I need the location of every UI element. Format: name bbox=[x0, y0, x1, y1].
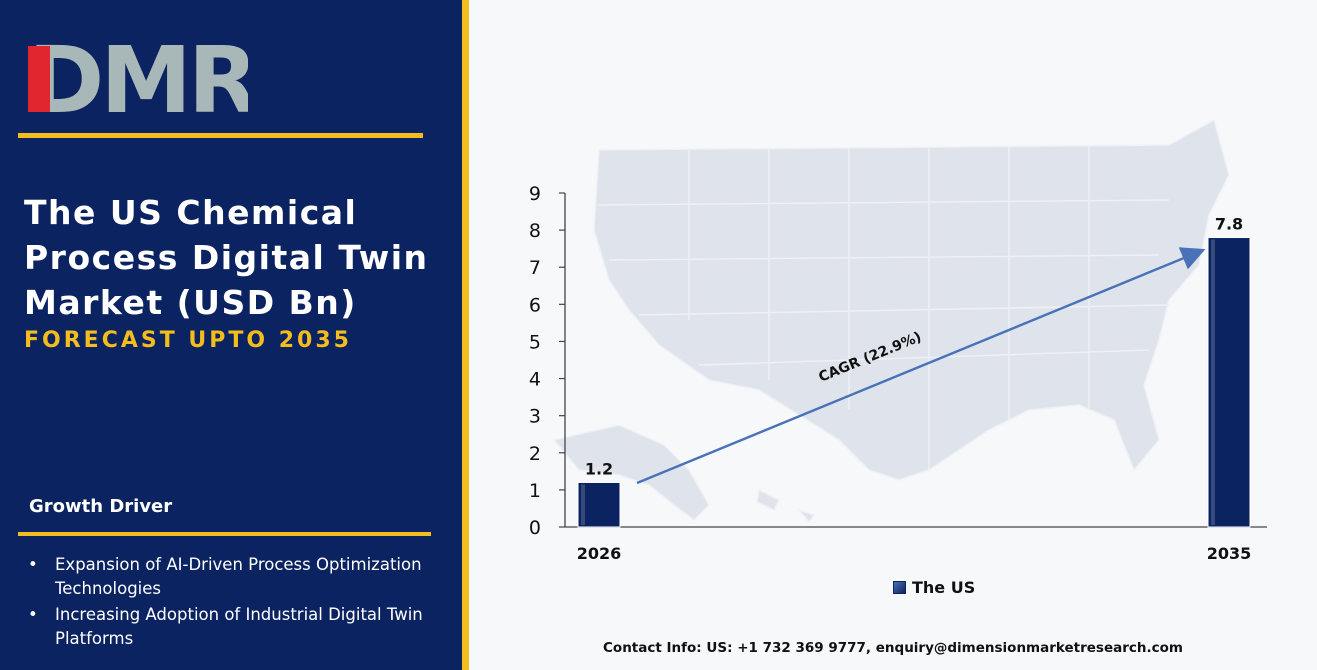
us-map-background bbox=[552, 118, 1230, 524]
legend: The US bbox=[893, 578, 975, 597]
logo-d-accent bbox=[28, 46, 50, 112]
y-axis: 0 1 2 3 4 5 6 7 8 9 bbox=[529, 183, 566, 539]
title-line: Market (USD Bn) bbox=[24, 283, 357, 322]
y-tick-label: 8 bbox=[529, 220, 541, 242]
logo-text: DMR bbox=[28, 34, 248, 124]
y-tick-label: 4 bbox=[529, 369, 541, 391]
data-label: 1.2 bbox=[585, 459, 613, 478]
x-tick-label: 2026 bbox=[577, 544, 622, 563]
y-tick-label: 5 bbox=[529, 331, 541, 353]
page-title: The US Chemical Process Digital Twin Mar… bbox=[24, 190, 454, 325]
bar bbox=[1207, 237, 1251, 528]
growth-driver-list: • Expansion of AI-Driven Process Optimiza… bbox=[28, 553, 438, 653]
bar-highlight bbox=[581, 484, 585, 525]
growth-driver-underline bbox=[18, 532, 431, 536]
legend-swatch bbox=[893, 581, 906, 594]
y-tick-label: 3 bbox=[529, 406, 541, 428]
list-item-text: Increasing Adoption of Industrial Digita… bbox=[55, 605, 423, 648]
left-panel bbox=[0, 0, 462, 670]
contact-info: Contact Info: US: +1 732 369 9777, enqui… bbox=[603, 640, 1183, 656]
bar-highlight bbox=[1211, 239, 1215, 526]
page-subtitle: FORECAST UPTO 2035 bbox=[24, 328, 352, 353]
list-item-text: Expansion of AI-Driven Process Optimizat… bbox=[55, 555, 422, 598]
list-item: • Increasing Adoption of Industrial Digit… bbox=[28, 603, 438, 651]
y-tick-label: 1 bbox=[529, 480, 541, 502]
y-tick-label: 6 bbox=[529, 294, 541, 316]
y-tick-label: 2 bbox=[529, 443, 541, 465]
logo-underline bbox=[18, 133, 423, 138]
y-tick-label: 7 bbox=[529, 257, 541, 279]
accent-divider bbox=[462, 0, 469, 670]
bullet-icon: • bbox=[28, 555, 38, 574]
legend-label: The US bbox=[912, 578, 976, 597]
title-line: The US Chemical bbox=[24, 193, 358, 232]
x-label-group: 2026 2035 bbox=[577, 544, 1252, 563]
cagr-line bbox=[636, 247, 1206, 485]
bar-group: 1.2 7.8 bbox=[577, 215, 1251, 528]
data-label: 7.8 bbox=[1215, 215, 1243, 234]
x-tick-label: 2035 bbox=[1207, 544, 1252, 563]
y-tick-group: 0 1 2 3 4 5 6 7 8 9 bbox=[529, 183, 565, 539]
bullet-icon: • bbox=[28, 605, 38, 624]
y-tick-label: 9 bbox=[529, 183, 541, 205]
bar bbox=[577, 481, 621, 528]
dmr-logo: DMR bbox=[28, 34, 248, 124]
list-item: • Expansion of AI-Driven Process Optimiza… bbox=[28, 553, 438, 601]
y-tick-label: 0 bbox=[529, 517, 541, 539]
growth-driver-heading: Growth Driver bbox=[29, 496, 173, 517]
title-line: Process Digital Twin bbox=[24, 238, 429, 277]
